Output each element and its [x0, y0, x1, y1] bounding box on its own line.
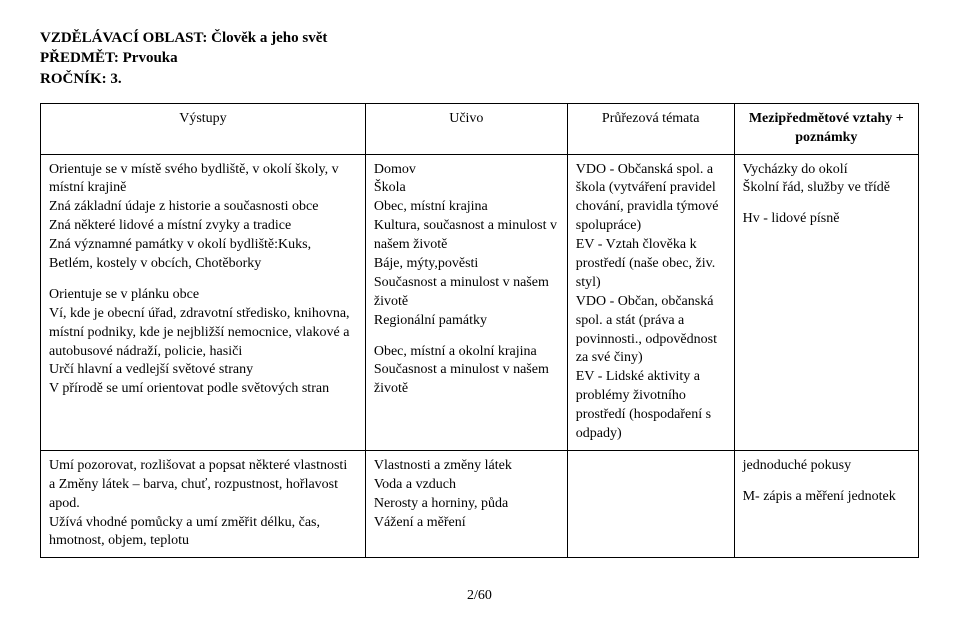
- table-row: Orientuje se v místě svého bydliště, v o…: [41, 154, 919, 450]
- header-vystupy: Výstupy: [41, 103, 366, 154]
- table-row: Umí pozorovat, rozlišovat a popsat někte…: [41, 450, 919, 557]
- text-block: VDO - Občanská spol. a škola (vytváření …: [576, 161, 726, 444]
- header-line-2: PŘEDMĚT: Prvouka: [40, 48, 919, 68]
- header-line-3: ROČNÍK: 3.: [40, 69, 919, 89]
- header-line-1: VZDĚLÁVACÍ OBLAST: Člověk a jeho svět: [40, 28, 919, 48]
- text-block: M- zápis a měření jednotek: [743, 488, 910, 507]
- cell-mezi-1: Vycházky do okolíŠkolní řád, služby ve t…: [734, 154, 918, 450]
- text-block: Umí pozorovat, rozlišovat a popsat někte…: [49, 457, 357, 551]
- text-block: Vlastnosti a změny látekVoda a vzduchNer…: [374, 457, 559, 533]
- header-ucivo: Učivo: [365, 103, 567, 154]
- text-block: Orientuje se v místě svého bydliště, v o…: [49, 161, 357, 274]
- cell-prurezova-2: [567, 450, 734, 557]
- cell-prurezova-1: VDO - Občanská spol. a škola (vytváření …: [567, 154, 734, 450]
- curriculum-table: Výstupy Učivo Průřezová témata Mezipředm…: [40, 103, 919, 559]
- cell-mezi-2: jednoduché pokusy M- zápis a měření jedn…: [734, 450, 918, 557]
- text-block: DomovŠkolaObec, místní krajinaKultura, s…: [374, 161, 559, 331]
- text-block: jednoduché pokusy: [743, 457, 910, 476]
- header-mezi: Mezipředmětové vztahy + poznámky: [734, 103, 918, 154]
- table-header-row: Výstupy Učivo Průřezová témata Mezipředm…: [41, 103, 919, 154]
- header-prurezova: Průřezová témata: [567, 103, 734, 154]
- page-number: 2/60: [40, 588, 919, 604]
- cell-ucivo-1: DomovŠkolaObec, místní krajinaKultura, s…: [365, 154, 567, 450]
- text-block: Hv - lidové písně: [743, 210, 910, 229]
- cell-vystupy-2: Umí pozorovat, rozlišovat a popsat někte…: [41, 450, 366, 557]
- text-block: Orientuje se v plánku obceVí, kde je obe…: [49, 286, 357, 399]
- text-block: Vycházky do okolíŠkolní řád, služby ve t…: [743, 161, 910, 199]
- cell-ucivo-2: Vlastnosti a změny látekVoda a vzduchNer…: [365, 450, 567, 557]
- text-block: Obec, místní a okolní krajinaSoučasnost …: [374, 343, 559, 400]
- cell-vystupy-1: Orientuje se v místě svého bydliště, v o…: [41, 154, 366, 450]
